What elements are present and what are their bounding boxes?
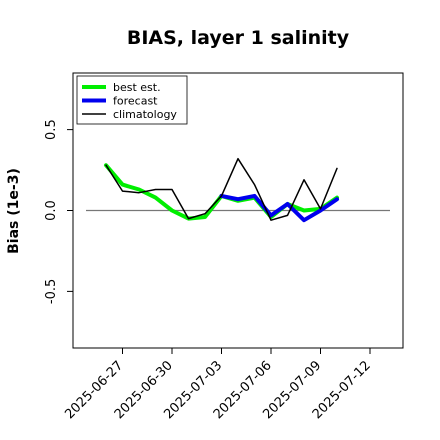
series-line-climatology	[105, 157, 338, 221]
legend-label-climatology: climatology	[113, 108, 177, 121]
legend-label-best-est: best est.	[113, 81, 161, 94]
chart-title: BIAS, layer 1 salinity	[127, 27, 350, 49]
y-tick-label: 0.5	[44, 119, 59, 140]
series-line-forecast	[219, 193, 339, 223]
y-axis-label: Bias (1e-3)	[6, 168, 22, 254]
y-tick-label: -0.5	[44, 279, 59, 304]
legend-label-forecast: forecast	[113, 95, 158, 108]
y-tick-label: 0.0	[44, 200, 59, 221]
